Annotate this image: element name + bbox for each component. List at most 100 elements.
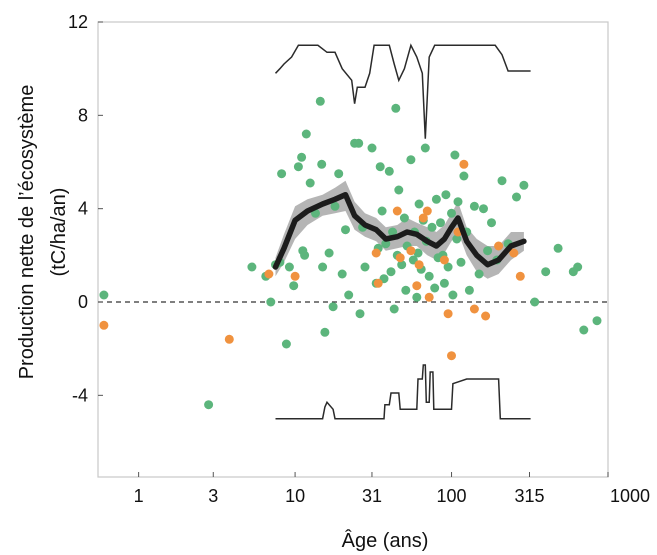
orange-data-point [422,206,432,216]
green-data-point [397,260,407,270]
y-axis-ticks: -4 0 4 8 12 [68,12,103,405]
green-data-point [413,248,423,258]
green-data-point [459,171,469,181]
green-data-point [439,278,449,288]
green-data-point [389,304,399,314]
green-data-point [334,169,344,179]
plot-frame [97,21,609,478]
x-tick-label: 3 [208,486,218,506]
orange-data-point [373,278,383,288]
orange-data-point [439,255,449,265]
green-data-point [337,269,347,279]
green-data-point [441,190,451,200]
green-data-point [367,143,377,153]
green-data-point [394,185,404,195]
green-data-point [424,271,434,281]
orange-data-point [494,241,504,251]
green-data-point [354,138,364,148]
orange-data-point [371,248,381,258]
mean-line-layer [272,191,527,270]
orange-data-point [392,206,402,216]
orange-data-point [99,320,109,330]
orange-data-point [481,311,491,321]
green-data-point [293,162,303,172]
green-data-point [573,262,583,272]
green-data-point [519,180,529,190]
green-data-point [579,325,589,335]
x-axis-ticks: 1 3 10 31 100 315 1000 [134,472,650,506]
green-data-point [592,316,602,326]
green-data-point [284,262,294,272]
green-data-point [406,155,416,165]
x-tick-label: 31 [362,486,382,506]
green-data-point [483,246,493,256]
green-data-point [375,162,385,172]
green-data-point [266,297,276,307]
green-data-point [341,225,350,235]
green-data-point [360,262,370,272]
green-data-point [541,267,551,277]
green-data-point [453,197,463,207]
green-data-point [430,283,440,293]
green-data-point [328,302,338,312]
green-data-point [431,194,441,204]
green-data-point [436,218,445,228]
green-data-point [427,222,437,232]
green-data-point [301,129,311,139]
green-data-point [497,176,507,186]
x-tick-label: 315 [514,486,544,506]
green-data-point [355,309,365,319]
orange-data-point [509,248,519,258]
green-data-point [388,227,398,237]
green-data-point [324,248,334,258]
green-data-point [281,339,291,349]
orange-data-point [418,213,428,223]
green-data-point [414,199,424,209]
green-data-point [305,178,315,188]
orange-data-point [412,281,422,291]
green-data-point [99,290,109,300]
green-data-point [553,243,563,253]
y-axis-title-line-2: (tC/ha/an) [48,188,70,277]
y-tick-label: 12 [68,12,88,32]
green-data-point [344,290,354,300]
y-tick-label: 0 [78,292,88,312]
y-tick-label: -4 [72,385,88,405]
orange-data-point [290,271,300,281]
y-tick-label: 8 [78,105,88,125]
mean-line [272,191,527,270]
histogram-top-line [274,43,531,139]
y-tick-label: 4 [78,199,88,219]
age-histogram-layer [274,43,531,420]
green-data-point [474,269,484,279]
orange-data-point [406,246,416,256]
green-data-point [381,239,391,249]
orange-data-point [224,334,234,344]
orange-data-point [515,271,525,281]
green-data-point [247,262,257,272]
orange-data-point [414,260,424,270]
x-tick-label: 1 [134,486,144,506]
green-data-point [297,152,307,162]
green-data-point [315,96,325,106]
green-data-point [512,192,521,202]
x-tick-label: 1000 [610,486,650,506]
green-data-point [420,143,430,153]
orange-data-point [264,269,274,279]
green-data-point [377,206,387,216]
green-data-point [469,201,479,211]
green-data-point [391,103,401,113]
orange-data-point [395,253,405,263]
green-data-point [450,150,460,160]
green-data-point [384,166,394,176]
green-data-point [300,250,310,260]
green-data-point [204,400,214,410]
orange-data-point [469,304,479,314]
green-data-point [401,285,411,295]
green-data-point [479,204,488,214]
histogram-bottom-line [275,364,531,420]
green-data-point [487,218,496,228]
data-points-layer [99,96,602,410]
orange-data-point [459,159,469,169]
